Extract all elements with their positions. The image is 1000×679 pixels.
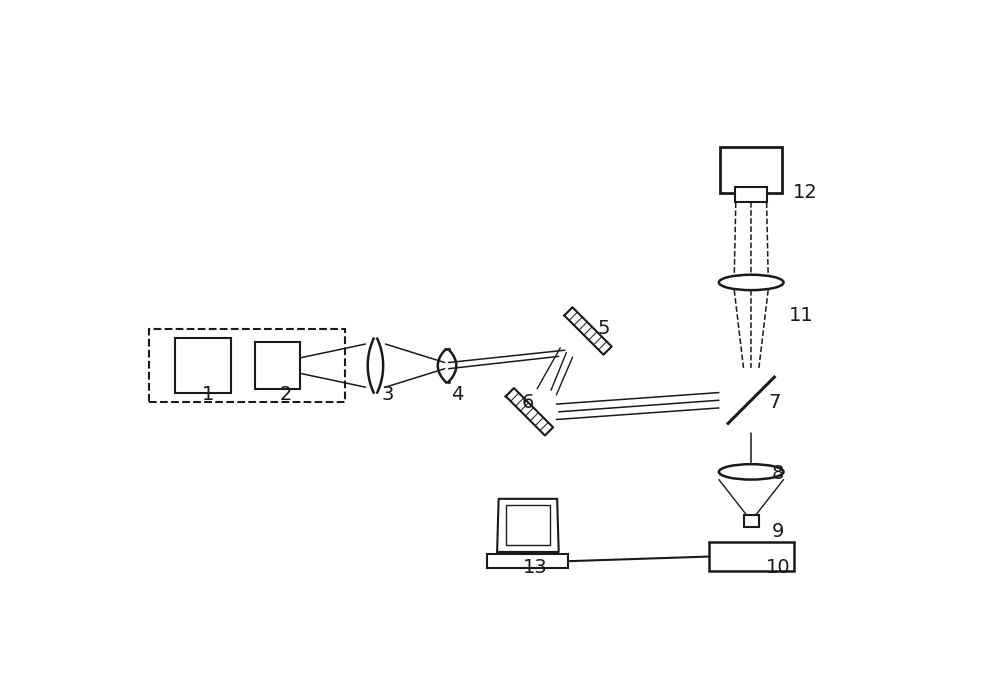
Text: 2: 2 bbox=[279, 386, 292, 405]
Text: 4: 4 bbox=[451, 386, 463, 405]
Text: 1: 1 bbox=[202, 386, 215, 405]
Bar bbox=[487, 554, 568, 568]
Bar bbox=[149, 329, 345, 402]
Bar bbox=[744, 515, 759, 527]
Bar bbox=[506, 505, 550, 545]
Bar bbox=[735, 187, 767, 202]
Bar bbox=[255, 342, 300, 390]
Text: 8: 8 bbox=[772, 464, 784, 483]
Bar bbox=[709, 542, 794, 571]
Bar bbox=[175, 338, 231, 393]
Ellipse shape bbox=[719, 464, 784, 479]
Text: 10: 10 bbox=[766, 558, 790, 577]
Ellipse shape bbox=[719, 275, 784, 290]
Text: 5: 5 bbox=[597, 319, 610, 338]
Text: 11: 11 bbox=[789, 306, 814, 325]
Text: 9: 9 bbox=[772, 521, 784, 540]
Bar bbox=[720, 147, 782, 193]
Text: 6: 6 bbox=[522, 393, 534, 412]
Text: 3: 3 bbox=[382, 386, 394, 405]
Text: 7: 7 bbox=[768, 393, 780, 412]
Text: 12: 12 bbox=[793, 183, 817, 202]
Text: 13: 13 bbox=[523, 558, 548, 577]
